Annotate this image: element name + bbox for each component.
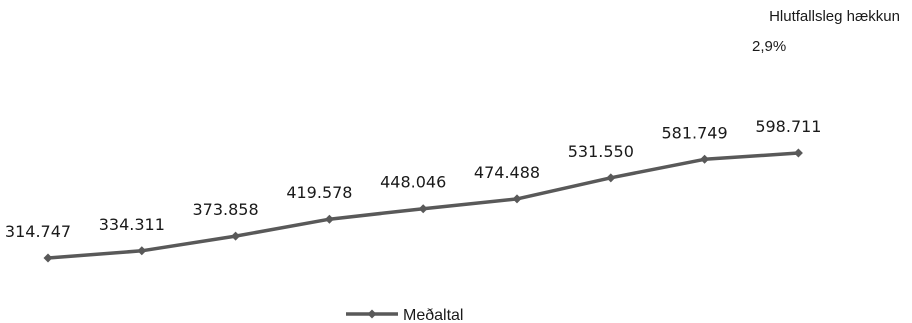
data-label: 581.749 bbox=[662, 123, 728, 142]
data-label: 419.578 bbox=[286, 183, 352, 202]
data-point-marker bbox=[324, 214, 334, 224]
data-label: 531.550 bbox=[568, 142, 634, 161]
data-label: 334.311 bbox=[99, 215, 165, 234]
data-point-marker bbox=[606, 173, 616, 183]
data-point-marker bbox=[700, 154, 710, 164]
data-point-marker bbox=[137, 246, 147, 256]
data-label: 373.858 bbox=[193, 200, 259, 219]
data-label: 314.747 bbox=[5, 222, 71, 241]
legend-marker bbox=[367, 309, 377, 319]
data-label: 448.046 bbox=[380, 173, 446, 192]
data-label: 598.711 bbox=[755, 117, 821, 136]
data-point-marker bbox=[231, 231, 241, 241]
data-point-marker bbox=[793, 148, 803, 158]
annotation-value: 2,9% bbox=[752, 38, 787, 55]
annotation-label: Hlutfallsleg hækkun bbox=[769, 8, 900, 25]
data-point-marker bbox=[43, 253, 53, 263]
data-point-marker bbox=[418, 204, 428, 214]
data-label: 474.488 bbox=[474, 163, 540, 182]
legend-label: Meðaltal bbox=[403, 307, 463, 323]
data-point-marker bbox=[512, 194, 522, 204]
